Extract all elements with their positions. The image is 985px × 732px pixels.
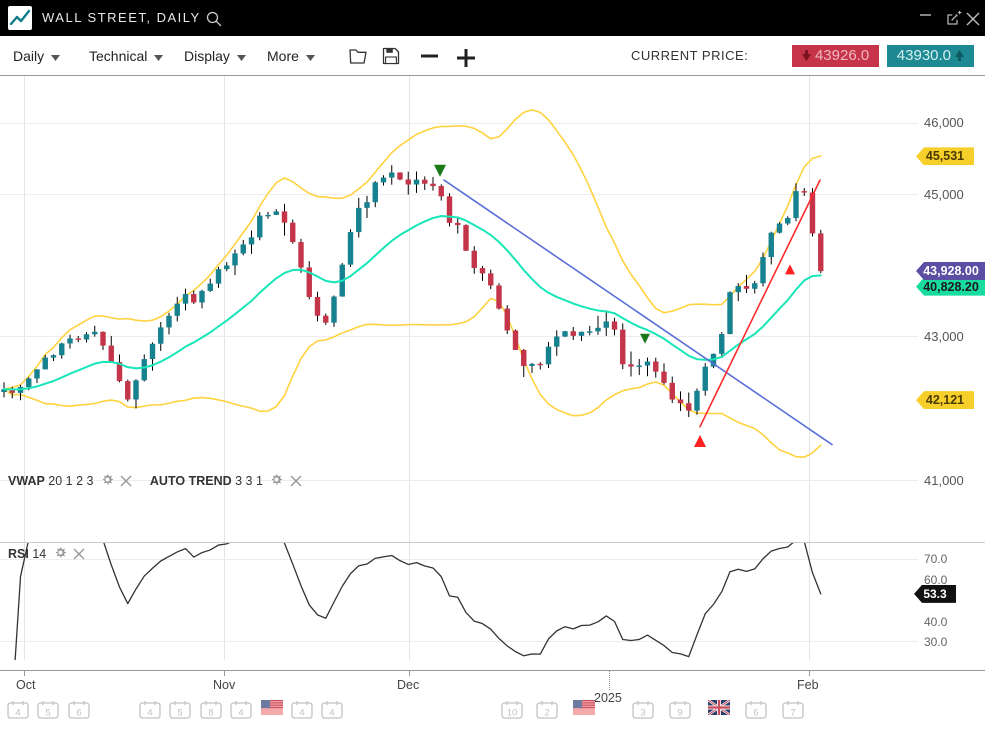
svg-text:2: 2	[544, 708, 549, 719]
svg-text:9: 9	[677, 708, 682, 719]
svg-text:4: 4	[238, 708, 243, 719]
svg-text:4: 4	[329, 708, 334, 719]
svg-text:6: 6	[753, 708, 758, 719]
svg-text:7: 7	[790, 708, 795, 719]
svg-text:6: 6	[76, 708, 81, 719]
svg-text:5: 5	[45, 708, 50, 719]
svg-text:4: 4	[299, 708, 304, 719]
svg-text:10: 10	[507, 708, 518, 719]
svg-text:5: 5	[177, 708, 182, 719]
svg-text:4: 4	[15, 708, 20, 719]
svg-text:3: 3	[640, 708, 645, 719]
svg-text:4: 4	[147, 708, 152, 719]
svg-text:8: 8	[208, 708, 213, 719]
